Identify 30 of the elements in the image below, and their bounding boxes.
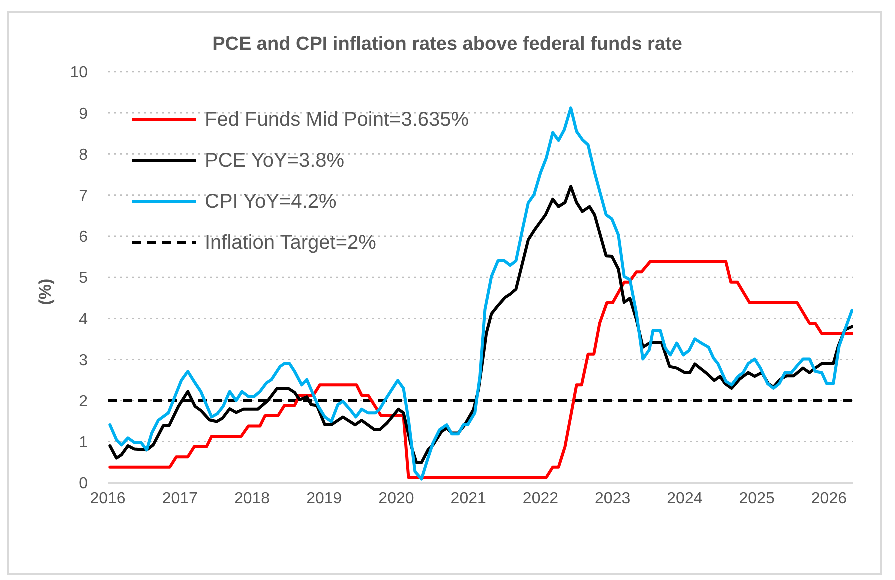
x-tick-label: 2021 xyxy=(450,490,486,508)
y-tick-label: 0 xyxy=(79,476,88,493)
y-tick-label: 4 xyxy=(79,311,88,328)
y-tick-label: 7 xyxy=(79,188,88,205)
legend-label: PCE YoY=3.8% xyxy=(205,150,345,172)
legend-label: Inflation Target=2% xyxy=(205,232,376,254)
y-tick-label: 5 xyxy=(79,270,88,288)
x-tick-label: 2023 xyxy=(595,490,631,508)
y-tick-label: 8 xyxy=(79,146,88,164)
x-tick-label: 2017 xyxy=(162,490,198,508)
chart-title: PCE and CPI inflation rates above federal funds rate xyxy=(212,34,682,55)
y-tick-label: 1 xyxy=(79,434,88,452)
legend-label: Fed Funds Mid Point=3.635% xyxy=(205,109,470,131)
x-tick-label: 2022 xyxy=(522,490,559,508)
x-tick-label: 2024 xyxy=(667,490,703,508)
y-axis-title: (%) xyxy=(36,278,56,306)
y-tick-label: 3 xyxy=(79,352,88,370)
x-tick-label: 2020 xyxy=(378,490,414,508)
y-tick-label: 2 xyxy=(79,393,88,410)
y-tick-label: 9 xyxy=(79,106,88,123)
legend-label: CPI YoY=4.2% xyxy=(205,191,337,213)
y-tick-label: 6 xyxy=(79,229,88,246)
line-series xyxy=(108,260,853,480)
y-tick-label: 10 xyxy=(70,64,88,82)
line-series xyxy=(108,106,853,481)
x-tick-label: 2016 xyxy=(90,490,126,508)
x-tick-label: 2019 xyxy=(306,490,342,508)
x-tick-label: 2025 xyxy=(739,490,775,508)
x-tick-label: 2018 xyxy=(234,490,270,508)
x-tick-label: 2026 xyxy=(811,490,848,508)
